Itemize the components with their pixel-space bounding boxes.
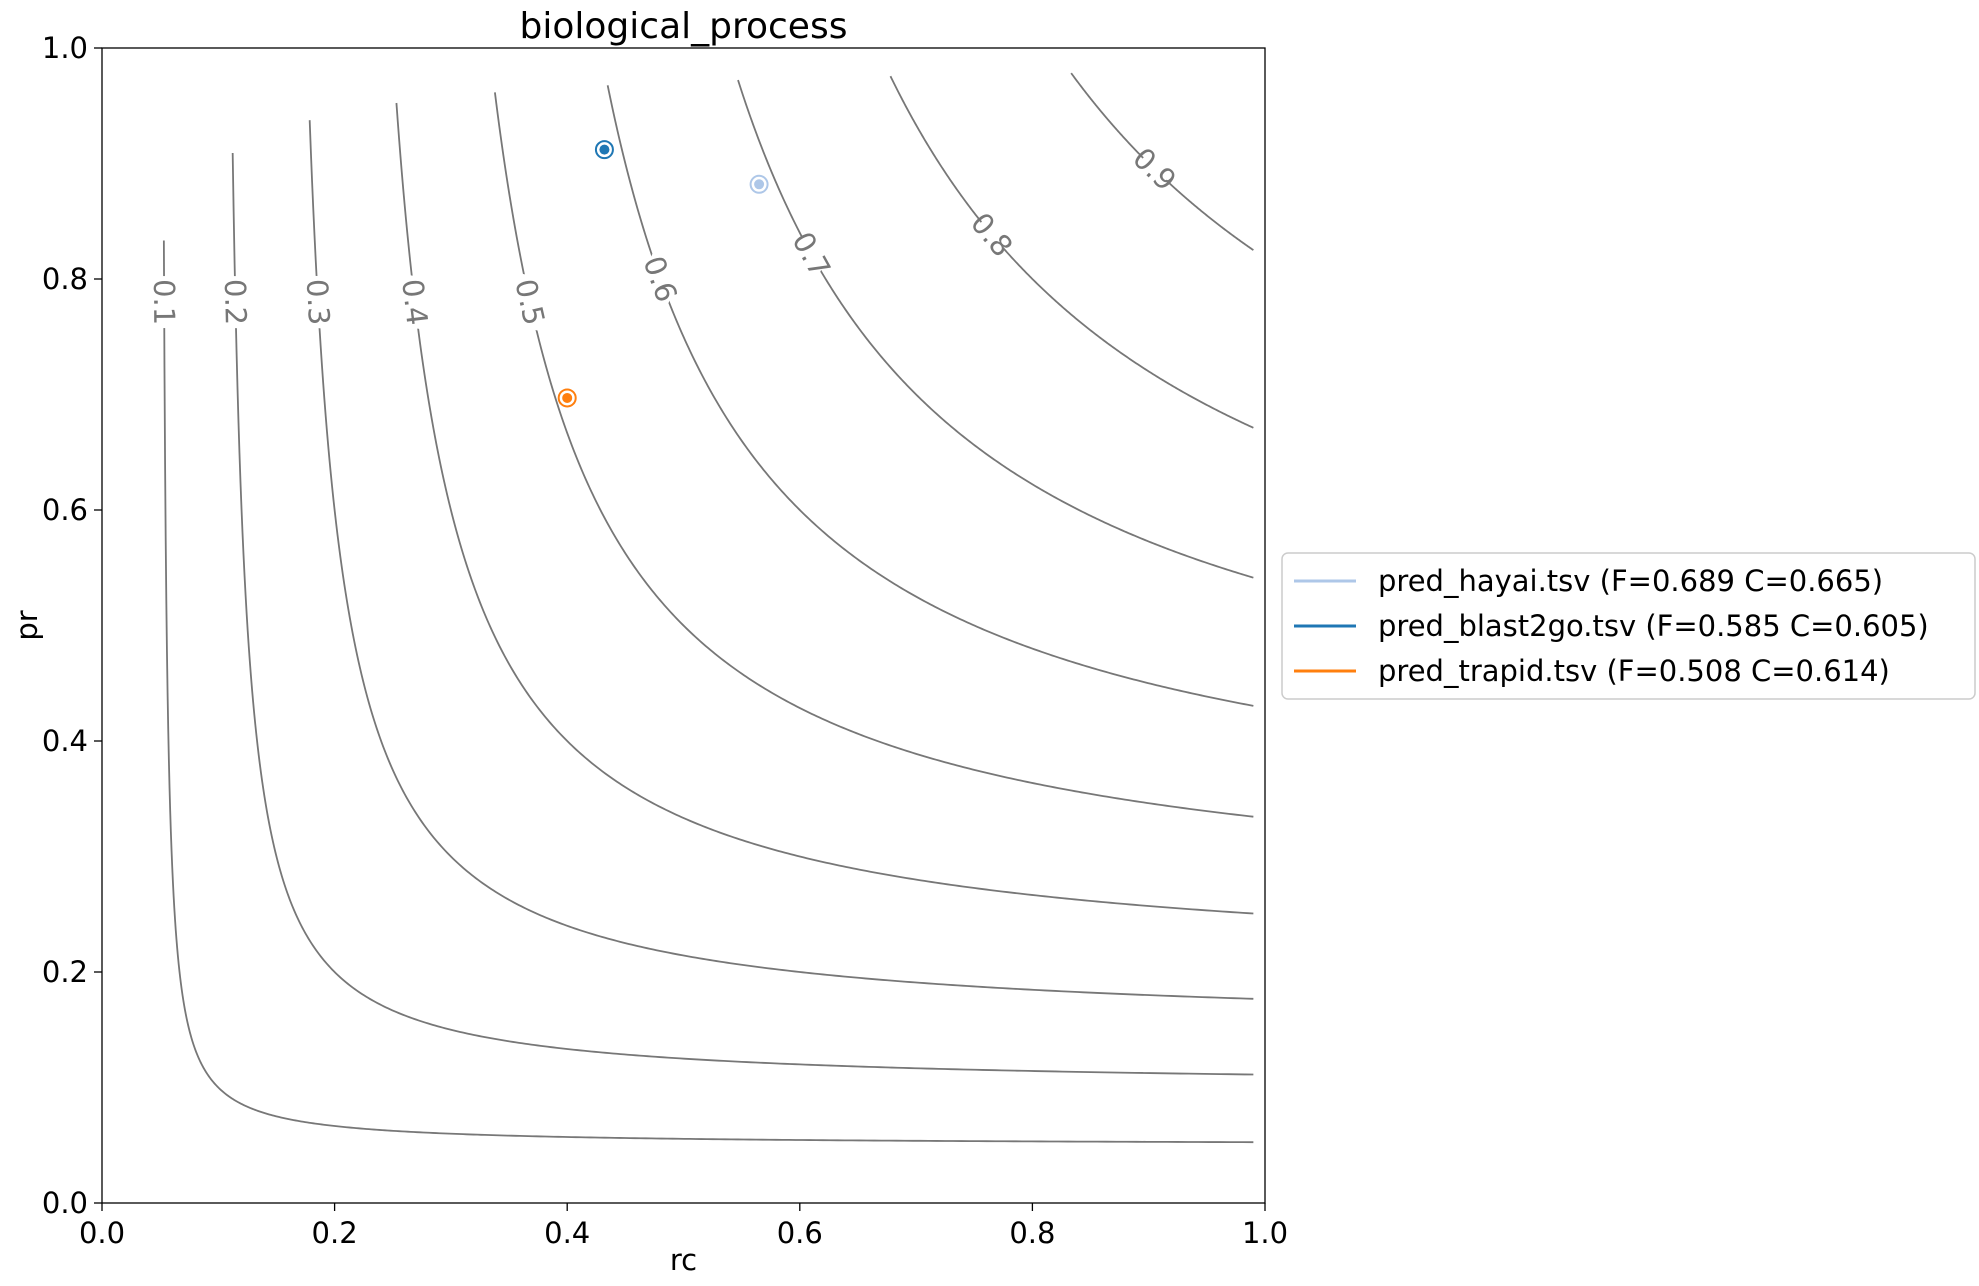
contour-label: 0.4 <box>395 277 434 327</box>
legend-entry-label: pred_trapid.tsv (F=0.508 C=0.614) <box>1378 654 1890 688</box>
contour-label-mask <box>636 249 685 309</box>
legend: pred_hayai.tsv (F=0.689 C=0.665) pred_bla… <box>1281 552 1976 700</box>
contour-label-mask <box>962 204 1021 265</box>
legend-frame <box>1281 552 1976 700</box>
contour-label-mask <box>508 273 552 331</box>
iso-f-contours <box>162 72 1254 1144</box>
x-tick-label: 0.2 <box>312 1216 358 1250</box>
data-point <box>754 179 765 190</box>
legend-entry-label: pred_blast2go.tsv (F=0.585 C=0.605) <box>1378 609 1929 643</box>
iso-f-contour <box>308 120 1254 1000</box>
plot-frame <box>101 47 1266 1204</box>
iso-f-contour <box>606 85 1254 707</box>
legend-entry-label: pred_hayai.tsv (F=0.689 C=0.665) <box>1378 564 1883 598</box>
contour-label-mask <box>784 224 839 286</box>
y-axis-ticks: 0.0 0.2 0.4 0.6 0.8 1.0 <box>42 31 102 1220</box>
y-tick-label: 1.0 <box>42 31 88 65</box>
iso-f-contour-labels: 0.1 0.2 0.3 0.4 0.5 0.6 0.7 0.80.9 <box>147 139 1185 331</box>
data-point <box>599 144 610 155</box>
contour-label: 0.1 <box>147 279 181 325</box>
y-tick-label: 0.8 <box>42 262 88 296</box>
x-tick-label: 0.6 <box>777 1216 823 1250</box>
data-point <box>562 392 573 403</box>
iso-f-contour <box>395 102 1254 915</box>
contour-label-mask <box>1124 139 1185 199</box>
contour-label-mask <box>148 276 181 329</box>
contour-label-mask <box>218 275 252 329</box>
y-tick-label: 0.6 <box>42 493 88 527</box>
contour-label-mask <box>395 274 434 330</box>
x-tick-label: 1.0 <box>1242 1216 1288 1250</box>
x-tick-label: 0.0 <box>79 1216 125 1250</box>
y-tick-label: 0.4 <box>42 724 88 758</box>
x-tick-label: 0.4 <box>544 1216 590 1250</box>
x-axis-label: rc <box>670 1243 697 1277</box>
iso-f-contour <box>231 152 1254 1076</box>
contour-label: 0.7 <box>785 226 837 283</box>
y-tick-label: 0.0 <box>42 1186 88 1220</box>
x-axis-ticks: 0.0 0.2 0.4 0.6 0.8 1.0 <box>79 1203 1288 1250</box>
iso-f-contour <box>162 240 1254 1144</box>
data-points <box>557 140 769 408</box>
y-tick-label: 0.2 <box>42 955 88 989</box>
contour-label: 0.3 <box>300 278 337 326</box>
contour-label-mask <box>300 275 336 329</box>
chart-title: biological_process <box>520 6 848 47</box>
y-axis-label: pr <box>10 610 44 640</box>
iso-f-contour <box>494 92 1254 818</box>
contour-label: 0.2 <box>218 279 253 326</box>
x-tick-label: 0.8 <box>1009 1216 1055 1250</box>
iso-f-contour <box>889 75 1254 429</box>
contour-label: 0.8 <box>964 206 1020 263</box>
